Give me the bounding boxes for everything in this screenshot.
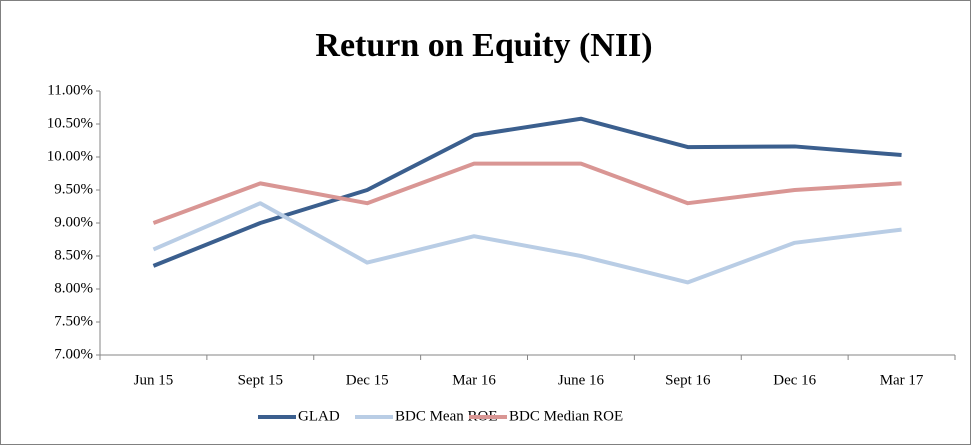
y-tick-label: 9.00% [54, 214, 93, 230]
chart-title: Return on Equity (NII) [315, 27, 652, 64]
y-tick-label: 8.50% [54, 247, 93, 263]
x-tick-label: June 16 [558, 372, 605, 388]
x-tick-label: Sept 15 [238, 372, 283, 388]
x-tick-label: Mar 16 [452, 372, 496, 388]
line-series [152, 161, 902, 225]
x-tick-label: Dec 16 [773, 372, 816, 388]
y-tick-label: 8.00% [54, 280, 93, 296]
legend-label: BDC Median ROE [509, 408, 623, 424]
y-tick-label: 11.00% [47, 82, 93, 98]
y-tick-label: 7.50% [54, 313, 93, 329]
x-tick-label: Sept 16 [665, 372, 711, 388]
x-tick-label: Jun 15 [134, 372, 174, 388]
x-tick-label: Dec 15 [346, 372, 389, 388]
y-tick-label: 10.50% [47, 115, 93, 131]
x-tick-label: Mar 17 [880, 372, 924, 388]
line-series [152, 116, 902, 268]
y-tick-label: 10.00% [47, 148, 93, 164]
y-tick-label: 9.50% [54, 181, 93, 197]
legend-label: GLAD [298, 408, 340, 424]
line-series [152, 201, 902, 285]
legend-label: BDC Mean ROE [395, 408, 498, 424]
y-tick-label: 7.00% [54, 346, 93, 362]
